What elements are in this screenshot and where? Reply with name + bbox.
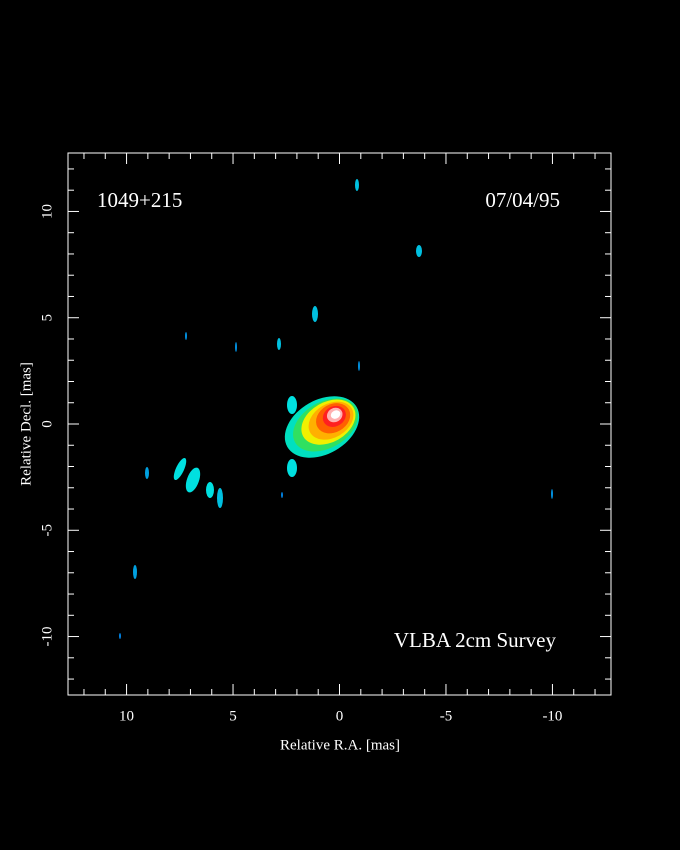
date-label: 07/04/95: [485, 188, 560, 212]
y-tick-label: 0: [39, 420, 55, 428]
x-tick-label: -10: [542, 708, 562, 724]
x-tick-label: 0: [336, 708, 344, 724]
y-tick-label: -5: [39, 524, 55, 537]
x-tick-label: 5: [229, 708, 237, 724]
y-tick-label: 5: [39, 314, 55, 322]
source-label: 1049+215: [97, 188, 182, 212]
source-image: [119, 179, 553, 639]
x-tick-label: 10: [119, 708, 134, 724]
y-tick-label: 10: [39, 204, 55, 219]
y-axis-label: Relative Decl. [mas]: [18, 362, 34, 486]
x-tick-label: -5: [440, 708, 453, 724]
survey-label: VLBA 2cm Survey: [394, 628, 557, 652]
y-tick-label: -10: [39, 627, 55, 647]
x-axis-label: Relative R.A. [mas]: [280, 737, 400, 753]
